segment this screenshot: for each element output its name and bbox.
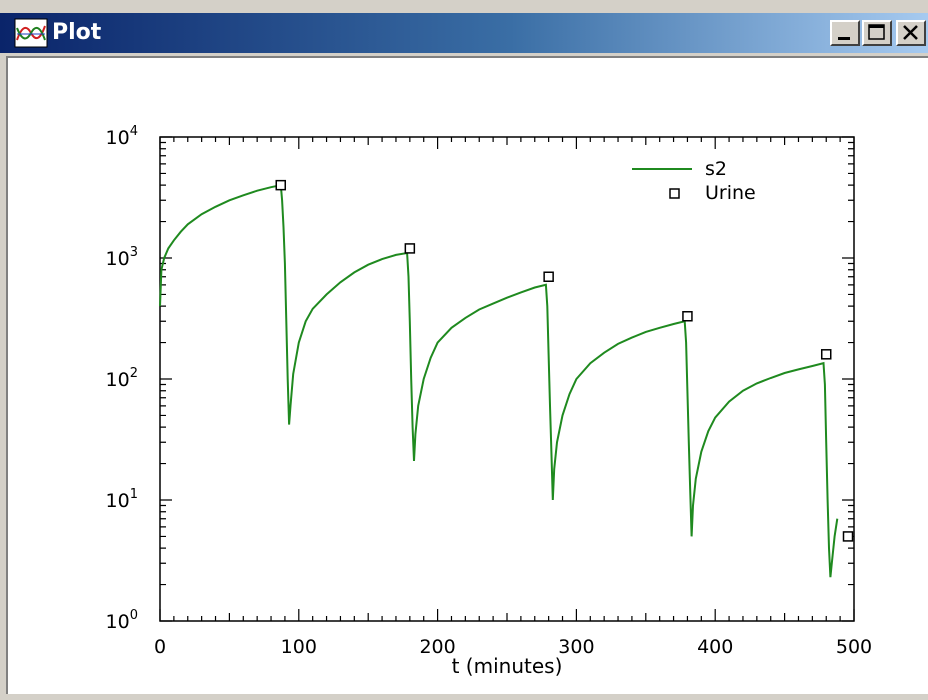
x-axis-label: t (minutes)	[452, 654, 563, 678]
maximize-icon	[868, 24, 885, 40]
x-tick-labels: 0 100 200 300 400 500	[154, 636, 872, 658]
legend: s2 Urine	[632, 158, 756, 204]
urine-marker	[820, 349, 832, 360]
x-tick-label: 200	[419, 636, 455, 658]
legend-marker-swatch	[669, 188, 680, 199]
urine-markers	[275, 179, 854, 542]
x-tick-label: 300	[558, 636, 594, 658]
y-tick-label: 102	[106, 366, 138, 391]
x-tick-label: 500	[836, 636, 872, 658]
series-line-s2	[159, 183, 839, 578]
y-tick-exponent: 1	[130, 487, 138, 502]
plot-frame	[159, 136, 855, 622]
urine-marker	[682, 311, 693, 322]
y-tick-label: 103	[106, 245, 138, 270]
tick-marks	[159, 136, 855, 622]
plot-area: 0 100 200 300 400 500 100 101 102 103 104 t (minu…	[6, 56, 928, 694]
y-tick-exponent: 2	[130, 366, 138, 381]
title-bar[interactable]: Plot	[0, 13, 928, 53]
y-tick-exponent: 4	[130, 124, 138, 139]
urine-marker	[404, 243, 416, 254]
y-tick-exponent: 3	[130, 245, 138, 260]
minimize-icon	[838, 37, 850, 40]
x-tick-label: 400	[697, 636, 733, 658]
window-title: Plot	[52, 20, 102, 45]
y-tick-label: 104	[106, 124, 138, 149]
y-tick-label: 101	[106, 487, 138, 512]
y-tick-exponent: 0	[130, 608, 138, 623]
urine-marker	[543, 271, 554, 282]
close-button[interactable]	[896, 20, 926, 46]
legend-label-urine: Urine	[705, 182, 756, 204]
legend-label-s2: s2	[705, 158, 727, 180]
y-tick-label: 100	[106, 608, 138, 633]
x-tick-label: 100	[281, 636, 317, 658]
x-tick-label: 0	[154, 636, 166, 658]
close-icon	[903, 25, 918, 40]
maximize-button[interactable]	[862, 20, 892, 46]
axis-ticks	[159, 136, 855, 622]
minimize-button[interactable]	[830, 20, 860, 46]
urine-marker	[275, 179, 287, 191]
plot-app-icon	[14, 18, 48, 48]
urine-marker	[842, 531, 854, 542]
